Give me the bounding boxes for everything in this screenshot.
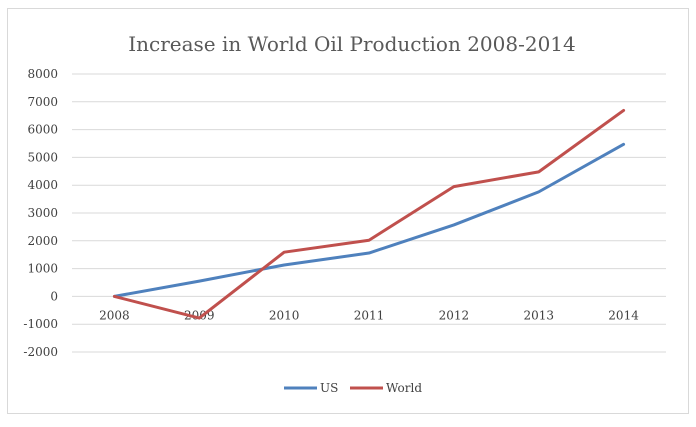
- series-line-world: [112, 108, 626, 320]
- legend-label-world: World: [386, 381, 422, 395]
- y-tick-label: 6000: [27, 123, 58, 137]
- y-tick-label: 8000: [27, 67, 58, 81]
- series-line-us: [112, 142, 626, 298]
- legend: US World: [284, 381, 422, 395]
- y-axis-tick-labels: 8000 7000 6000 5000 4000 3000 2000 1000 0 -1000 -2…: [23, 67, 58, 359]
- legend-label-us: US: [320, 381, 338, 395]
- y-tick-label: 2000: [27, 234, 58, 248]
- line-chart: Increase in World Oil Production 2008-20…: [23, 32, 666, 395]
- y-tick-label: -1000: [23, 317, 58, 331]
- y-tick-label: 5000: [27, 150, 58, 164]
- x-tick-label: 2014: [608, 308, 639, 322]
- x-tick-label: 2010: [269, 308, 300, 322]
- y-tick-label: -2000: [23, 345, 58, 359]
- y-tick-label: 7000: [27, 95, 58, 109]
- y-tick-label: 4000: [27, 178, 58, 192]
- y-tick-label: 3000: [27, 206, 58, 220]
- gridlines: [72, 73, 666, 353]
- y-tick-label: 1000: [27, 262, 58, 276]
- x-tick-label: 2013: [523, 308, 554, 322]
- chart-container: Increase in World Oil Production 2008-20…: [7, 8, 689, 414]
- x-tick-label: 2008: [99, 308, 130, 322]
- x-tick-label: 2011: [354, 308, 385, 322]
- y-tick-label: 0: [50, 289, 58, 303]
- x-tick-label: 2012: [439, 308, 470, 322]
- chart-title: Increase in World Oil Production 2008-20…: [128, 32, 576, 56]
- series-lines: [112, 108, 626, 320]
- x-axis-tick-labels: 2008 2009 2010 2011 2012 2013 2014: [99, 308, 639, 322]
